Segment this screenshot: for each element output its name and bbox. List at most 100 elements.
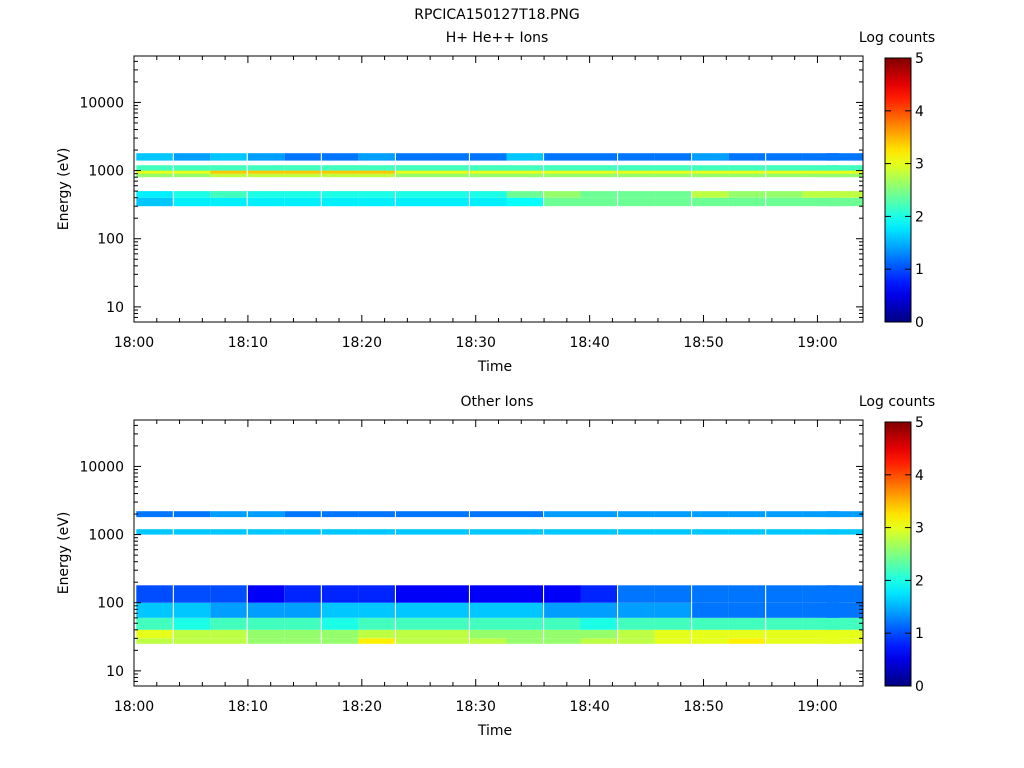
heatmap-cell	[618, 638, 655, 644]
heatmap-cell	[826, 197, 863, 207]
heatmap-cell	[358, 170, 395, 178]
heatmap-cell	[618, 511, 655, 518]
heatmap-cell	[618, 197, 655, 207]
heatmap-cell	[728, 153, 766, 161]
heatmap-cell	[432, 191, 469, 198]
heatmap-cell	[506, 629, 543, 639]
heatmap-cell	[321, 585, 359, 603]
heatmap-cell	[136, 585, 173, 603]
heatmap-cell	[284, 153, 321, 161]
heatmap-cell	[506, 153, 543, 161]
heatmap-cell	[210, 170, 247, 178]
heatmap-cell	[358, 153, 395, 161]
heatmap-cell	[654, 511, 692, 518]
heatmap-cell	[470, 153, 507, 161]
heatmap-cell	[470, 170, 507, 174]
x-tick-label: 18:10	[228, 335, 268, 351]
heatmap-cell	[802, 638, 840, 644]
heatmap-cell	[470, 617, 507, 630]
heatmap-cell	[136, 153, 173, 161]
heatmap-cell	[396, 602, 433, 618]
heatmap-cell	[284, 585, 321, 603]
heatmap-cell	[247, 511, 285, 518]
heatmap-cell	[432, 165, 469, 171]
heatmap-cell	[654, 165, 692, 171]
heatmap-cell	[544, 511, 581, 518]
heatmap-cell	[470, 638, 507, 644]
heatmap-cell	[173, 170, 211, 178]
heatmap-cell	[432, 638, 469, 644]
heatmap-cell	[396, 617, 433, 630]
heatmap-cell	[136, 511, 173, 518]
heatmap-cell	[358, 638, 395, 644]
plot-frame	[133, 419, 864, 687]
heatmap-cell	[284, 170, 321, 178]
heatmap-cell	[432, 153, 469, 161]
heatmap-cell	[506, 638, 543, 644]
heatmap-cell	[766, 165, 803, 171]
heatmap-cell	[358, 529, 395, 535]
heatmap-cell	[136, 602, 173, 618]
heatmap-cell	[247, 629, 285, 639]
heatmap-cell	[210, 617, 247, 630]
heatmap-cell	[173, 153, 211, 161]
heatmap-cell	[173, 165, 211, 171]
heatmap-cell	[692, 617, 729, 630]
heatmap-cell	[654, 170, 692, 178]
heatmap-cell	[826, 511, 863, 518]
heatmap-cell	[544, 602, 581, 618]
figure-title: RPCICA150127T18.PNG	[414, 7, 579, 23]
heatmap-cell	[247, 585, 285, 603]
heatmap-cell	[692, 529, 729, 535]
heatmap-cell	[358, 170, 395, 174]
heatmap-cell	[173, 602, 211, 618]
heatmap-cell	[284, 617, 321, 630]
heatmap-cell	[470, 165, 507, 171]
colorbar-scale	[884, 57, 912, 323]
heatmap-cell	[580, 529, 617, 535]
plot-frame	[133, 55, 864, 323]
heatmap-cell	[826, 170, 863, 178]
heatmap-cell	[654, 529, 692, 535]
heatmap-cell	[396, 153, 433, 161]
x-tick-label: 18:30	[456, 699, 496, 715]
heatmap-cell	[728, 170, 766, 178]
heatmap-cell	[321, 602, 359, 618]
heatmap-cell	[358, 191, 395, 198]
heatmap-cell	[826, 638, 863, 644]
heatmap-cell	[284, 602, 321, 618]
y-tick-label: 1000	[88, 528, 124, 544]
heatmap-cell	[506, 617, 543, 630]
heatmap-cell	[396, 170, 433, 178]
heatmap-cell	[210, 602, 247, 618]
heatmap-cell	[580, 617, 617, 630]
heatmap-cell	[618, 191, 655, 198]
heatmap-cell	[728, 197, 766, 207]
colorbar: 0 1 2 3 4 5	[884, 415, 924, 695]
heatmap-cell	[173, 191, 211, 198]
heatmap-cell	[692, 197, 729, 207]
heatmap-cell	[396, 165, 433, 171]
heatmap-cell	[580, 165, 617, 171]
heatmap-cell	[321, 511, 359, 518]
heatmap-cell	[358, 197, 395, 207]
heatmap-cell	[654, 170, 692, 174]
heatmap-cell	[470, 197, 507, 207]
colorbar-label: Log counts	[859, 30, 935, 46]
heatmap-cell	[580, 153, 617, 161]
heatmap-cell	[173, 638, 211, 644]
x-axis-label: Time	[477, 723, 512, 739]
heatmap-cell	[506, 602, 543, 618]
heatmap-cell	[396, 585, 433, 603]
colorbar-tick-label: 5	[915, 51, 924, 67]
y-tick-label: 10000	[79, 459, 124, 475]
heatmap-cell	[321, 170, 359, 178]
y-tick-label: 10	[106, 300, 124, 316]
heatmap-cell	[173, 511, 211, 518]
heatmap-cell	[136, 197, 173, 207]
heatmap-cell	[766, 170, 803, 174]
heatmap-cell	[802, 629, 840, 639]
heatmap-cell	[802, 529, 840, 535]
heatmap-cell	[136, 629, 173, 639]
